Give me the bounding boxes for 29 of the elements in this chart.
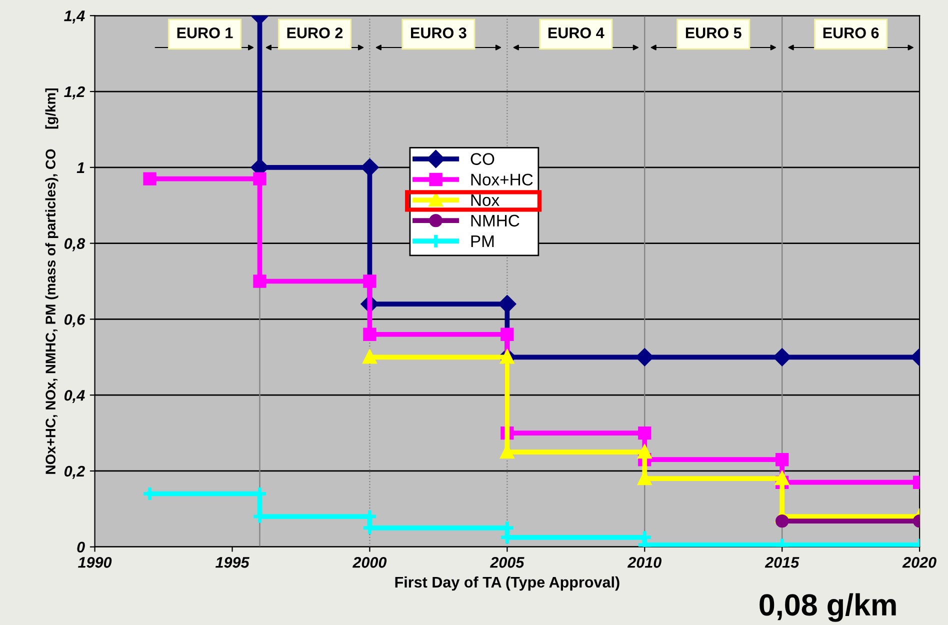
legend-label: Nox+HC	[471, 174, 533, 186]
y-tick-label: 1,2	[64, 86, 85, 100]
legend-label: CO	[470, 153, 494, 165]
x-tick-label: 2010	[627, 557, 662, 568]
x-axis-title: First Day of TA (Type Approval)	[395, 576, 620, 591]
annotation: EURO 1	[177, 28, 233, 38]
x-tick-label: 1990	[78, 557, 112, 568]
x-tick-label: 2005	[490, 557, 524, 568]
y-tick-label: 0	[77, 542, 85, 553]
x-tick-label: 2015	[764, 557, 800, 568]
annotation: EURO 5	[686, 28, 742, 38]
annotation: EURO 4	[548, 28, 604, 38]
text: 0,08 g/km	[760, 593, 896, 622]
y-tick-label: 1	[76, 162, 84, 173]
annotation: EURO 3	[411, 28, 466, 38]
legend-label: Nox	[471, 194, 500, 206]
annotation: EURO 2	[287, 28, 343, 38]
y-tick-label: 0,6	[64, 314, 86, 328]
annotation: EURO 6	[823, 28, 879, 38]
y-tick-label: 1,4	[64, 10, 85, 24]
x-tick-label: 2000	[352, 557, 387, 568]
y-tick-label: 0,8	[64, 238, 86, 252]
y-axis-title: NOx+HC, NOx, NMHC, PM (mass of particles), CO [g/km]	[45, 88, 58, 474]
x-tick-label: 1995	[216, 557, 250, 568]
legend-label: PM	[471, 235, 494, 247]
x-tick-label: 2020	[902, 557, 936, 568]
y-tick-label: 0,2	[64, 466, 85, 479]
y-tick-label: 0,4	[64, 390, 85, 403]
legend-label: NMHC	[471, 214, 520, 227]
